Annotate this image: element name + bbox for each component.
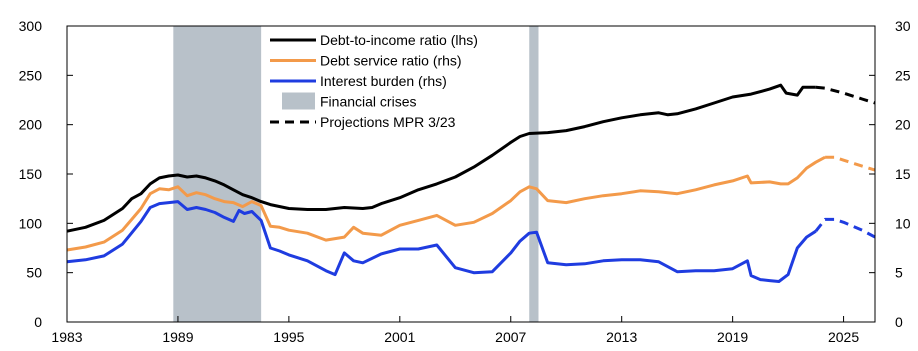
y-right-tick-label: 10 bbox=[895, 215, 911, 231]
legend-label-projection: Projections MPR 3/23 bbox=[320, 114, 456, 130]
crisis-band-1 bbox=[173, 26, 262, 322]
legend: Debt-to-income ratio (lhs) Debt service r… bbox=[270, 32, 478, 130]
series-line-dsr bbox=[66, 155, 826, 252]
series-lines bbox=[66, 83, 876, 283]
legend-swatch-crisis bbox=[282, 92, 315, 110]
y-left-tick-label: 100 bbox=[19, 215, 43, 231]
series-line-dti bbox=[66, 83, 816, 233]
y-right-tick-label: 5 bbox=[895, 265, 903, 281]
x-tick-label: 1989 bbox=[162, 329, 193, 345]
x-tick-label: 2025 bbox=[828, 329, 859, 345]
y-left-tick-label: 300 bbox=[19, 18, 43, 34]
legend-label-interest: Interest burden (rhs) bbox=[320, 73, 447, 89]
y-left-tick-label: 200 bbox=[19, 117, 43, 133]
series-projection-dsr bbox=[825, 155, 876, 172]
legend-label-dsr: Debt service ratio (rhs) bbox=[320, 53, 462, 69]
y-left-tick-label: 0 bbox=[34, 314, 42, 330]
y-left-tick-label: 250 bbox=[19, 67, 43, 83]
x-tick-label: 1983 bbox=[51, 329, 82, 345]
crisis-bands bbox=[173, 26, 539, 322]
x-tick-label: 2001 bbox=[384, 329, 415, 345]
series-line-interest bbox=[66, 200, 817, 283]
series-projection-dti bbox=[815, 85, 876, 105]
y-left-tick-label: 150 bbox=[19, 166, 43, 182]
y-right-tick-label: 25 bbox=[895, 67, 911, 83]
x-tick-label: 2019 bbox=[717, 329, 748, 345]
y-right-tick-label: 30 bbox=[895, 18, 911, 34]
legend-label-dti: Debt-to-income ratio (lhs) bbox=[320, 32, 478, 48]
x-tick-label: 1995 bbox=[273, 329, 304, 345]
y-right-tick-label: 20 bbox=[895, 117, 911, 133]
y-right-tick-label: 15 bbox=[895, 166, 911, 182]
x-tick-label: 2007 bbox=[495, 329, 526, 345]
y-left-tick-label: 50 bbox=[26, 265, 42, 281]
series-projection-interest bbox=[814, 217, 876, 239]
legend-label-crisis: Financial crises bbox=[320, 94, 416, 110]
crisis-band-2 bbox=[529, 26, 539, 322]
x-tick-label: 2013 bbox=[606, 329, 637, 345]
y-right-tick-label: 0 bbox=[895, 314, 903, 330]
